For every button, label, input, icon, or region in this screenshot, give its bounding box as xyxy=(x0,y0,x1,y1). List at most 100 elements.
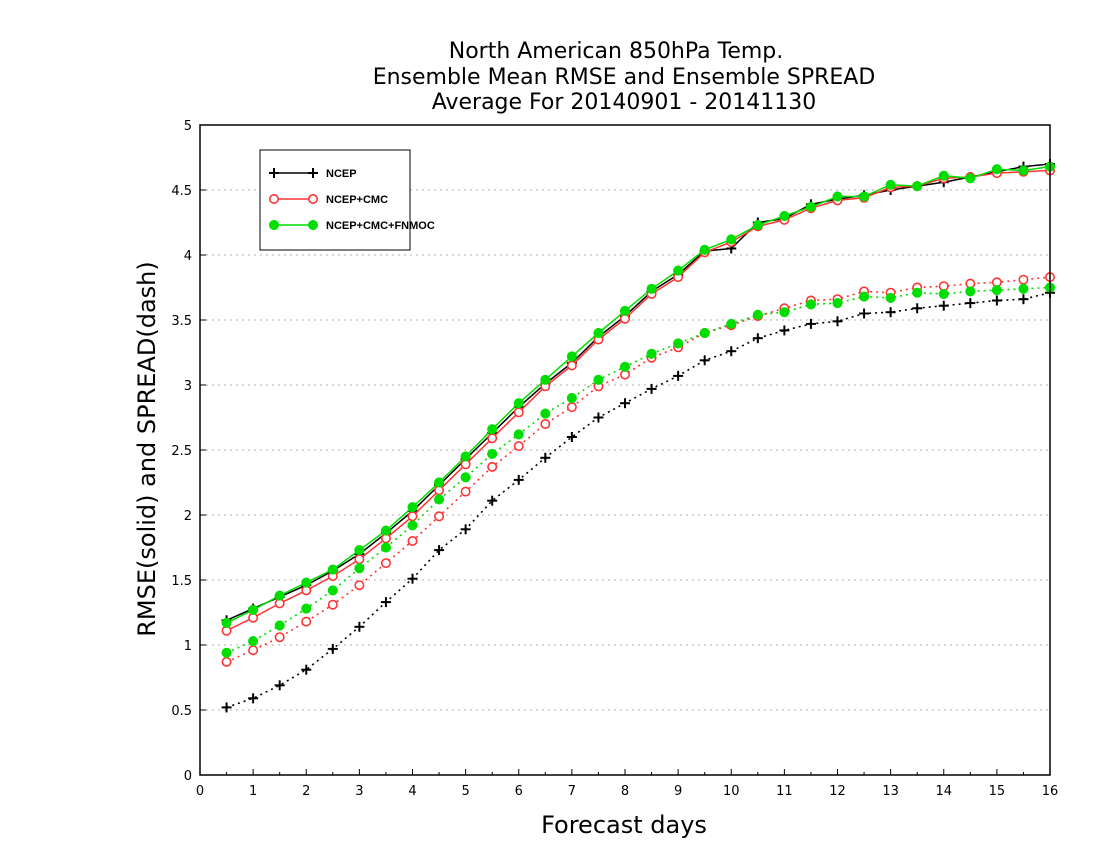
x-tick-label: 16 xyxy=(1042,784,1059,799)
point-ncep-cmc-fnmoc-rmse xyxy=(938,170,949,181)
point-ncep-cmc-fnmoc-spread xyxy=(832,298,843,309)
y-tick-label: 3.5 xyxy=(171,314,192,329)
point-ncep-spread xyxy=(593,412,604,423)
point-ncep-cmc-fnmoc-rmse xyxy=(593,327,604,339)
series-ncep-cmc-spread-line xyxy=(226,276,1051,663)
y-tick-label: 0.5 xyxy=(171,704,192,719)
point-ncep-cmc-rmse xyxy=(487,433,498,444)
point-ncep-spread xyxy=(221,702,232,713)
x-tick-label: 12 xyxy=(829,784,846,799)
point-ncep-cmc-fnmoc-spread xyxy=(646,348,657,359)
point-ncep-cmc-fnmoc-rmse xyxy=(991,164,1002,175)
point-ncep-cmc-spread xyxy=(354,580,365,591)
point-ncep-cmc-spread xyxy=(248,645,259,656)
point-ncep-cmc-fnmoc-spread xyxy=(965,286,976,297)
x-tick-label: 5 xyxy=(461,784,469,799)
point-ncep-cmc-fnmoc-spread xyxy=(673,338,684,349)
point-ncep-spread xyxy=(646,383,657,394)
point-ncep-cmc-spread xyxy=(221,656,232,667)
point-ncep-spread xyxy=(859,308,870,319)
legend-label: NCEP+CMC xyxy=(326,194,388,206)
point-ncep-cmc-fnmoc-rmse xyxy=(566,351,577,362)
point-ncep-spread xyxy=(460,524,471,535)
point-ncep-spread xyxy=(1018,294,1029,305)
y-tick-label: 3 xyxy=(184,379,192,394)
legend-item-ncep-cmc: NCEP+CMC xyxy=(268,194,388,206)
point-ncep-spread xyxy=(779,325,790,336)
point-ncep-cmc-fnmoc-rmse xyxy=(301,577,312,588)
point-ncep-cmc-fnmoc-rmse xyxy=(912,181,923,192)
legend-label: NCEP+CMC+FNMOC xyxy=(326,220,435,232)
point-ncep-spread xyxy=(805,318,816,329)
point-ncep-cmc-fnmoc-rmse xyxy=(434,477,445,488)
point-ncep-cmc-fnmoc-spread xyxy=(513,429,524,440)
x-tick-label: 4 xyxy=(408,784,416,799)
point-ncep-spread xyxy=(274,680,285,691)
point-ncep-spread xyxy=(248,693,259,704)
y-tick-label: 5 xyxy=(184,119,192,134)
point-ncep-spread xyxy=(513,474,524,485)
x-tick-label: 14 xyxy=(935,784,952,799)
point-ncep-cmc-fnmoc-rmse xyxy=(354,545,365,556)
point-ncep-spread xyxy=(566,432,577,442)
point-ncep-cmc-spread xyxy=(380,558,391,569)
x-tick-label: 0 xyxy=(196,784,204,799)
point-ncep-cmc-fnmoc-rmse xyxy=(221,617,232,628)
point-ncep-cmc-fnmoc-spread xyxy=(354,563,365,574)
point-ncep-cmc-fnmoc-spread xyxy=(593,374,604,385)
y-tick-label: 4.5 xyxy=(171,184,192,199)
point-ncep-cmc-fnmoc-rmse xyxy=(274,590,285,601)
legend-box xyxy=(259,149,411,251)
y-tick-label: 4 xyxy=(184,249,192,264)
chart-title-line-3: Average For 20140901 - 20141130 xyxy=(432,90,817,115)
legend-marker xyxy=(269,168,279,178)
series-ncep-cmc-fnmoc-rmse xyxy=(221,161,1056,628)
point-ncep-spread xyxy=(380,597,391,608)
point-ncep-spread xyxy=(885,307,896,318)
point-ncep-cmc-fnmoc-rmse xyxy=(327,564,338,575)
point-ncep-cmc-spread xyxy=(327,599,338,610)
point-ncep-spread xyxy=(327,643,338,654)
series-ncep-cmc-spread xyxy=(221,272,1056,667)
point-ncep-cmc-fnmoc-spread xyxy=(805,299,816,310)
point-ncep-cmc-fnmoc-rmse xyxy=(965,173,976,184)
x-tick-label: 11 xyxy=(776,784,793,799)
point-ncep-cmc-fnmoc-spread xyxy=(380,542,391,553)
point-ncep-cmc-spread xyxy=(274,632,285,643)
point-ncep-cmc-fnmoc-rmse xyxy=(407,502,418,513)
point-ncep-cmc-fnmoc-rmse xyxy=(805,201,816,212)
point-ncep-cmc-fnmoc-spread xyxy=(487,448,498,459)
point-ncep-cmc-spread xyxy=(540,418,551,429)
point-ncep-cmc-rmse xyxy=(354,554,365,565)
point-ncep-cmc-fnmoc-rmse xyxy=(699,244,710,255)
point-ncep-cmc-fnmoc-spread xyxy=(885,292,896,303)
point-ncep-cmc-fnmoc-rmse xyxy=(487,424,498,435)
point-ncep-cmc-fnmoc-rmse xyxy=(540,374,551,385)
chart-title: North American 850hPa Temp. Ensemble Mea… xyxy=(373,39,876,115)
point-ncep-cmc-fnmoc-spread xyxy=(859,291,870,302)
point-ncep-cmc-fnmoc-rmse xyxy=(380,525,391,536)
point-ncep-cmc-fnmoc-rmse xyxy=(779,210,790,222)
point-ncep-cmc-fnmoc-spread xyxy=(699,327,710,339)
point-ncep-cmc-fnmoc-spread xyxy=(274,620,285,631)
x-axis-title: Forecast days xyxy=(541,811,707,839)
point-ncep-cmc-spread xyxy=(487,461,498,472)
x-tick-label: 8 xyxy=(621,784,629,799)
point-ncep-cmc-fnmoc-rmse xyxy=(460,451,471,462)
point-ncep-cmc-spread xyxy=(407,535,418,546)
x-tick-label: 6 xyxy=(515,784,523,799)
point-ncep-cmc-fnmoc-rmse xyxy=(885,179,896,190)
legend-marker xyxy=(308,168,318,178)
x-tick-label: 3 xyxy=(355,784,363,799)
chart-title-line-2: Ensemble Mean RMSE and Ensemble SPREAD xyxy=(373,65,876,90)
point-ncep-cmc-spread xyxy=(460,486,471,497)
y-tick-label: 1 xyxy=(184,639,192,654)
point-ncep-cmc-fnmoc-rmse xyxy=(726,234,737,245)
point-ncep-spread xyxy=(540,452,551,463)
point-ncep-cmc-spread xyxy=(566,402,577,413)
y-tick-label: 0 xyxy=(184,769,192,784)
point-ncep-spread xyxy=(487,495,498,506)
series-ncep-spread xyxy=(221,287,1055,713)
chart-title-line-1: North American 850hPa Temp. xyxy=(449,39,784,64)
